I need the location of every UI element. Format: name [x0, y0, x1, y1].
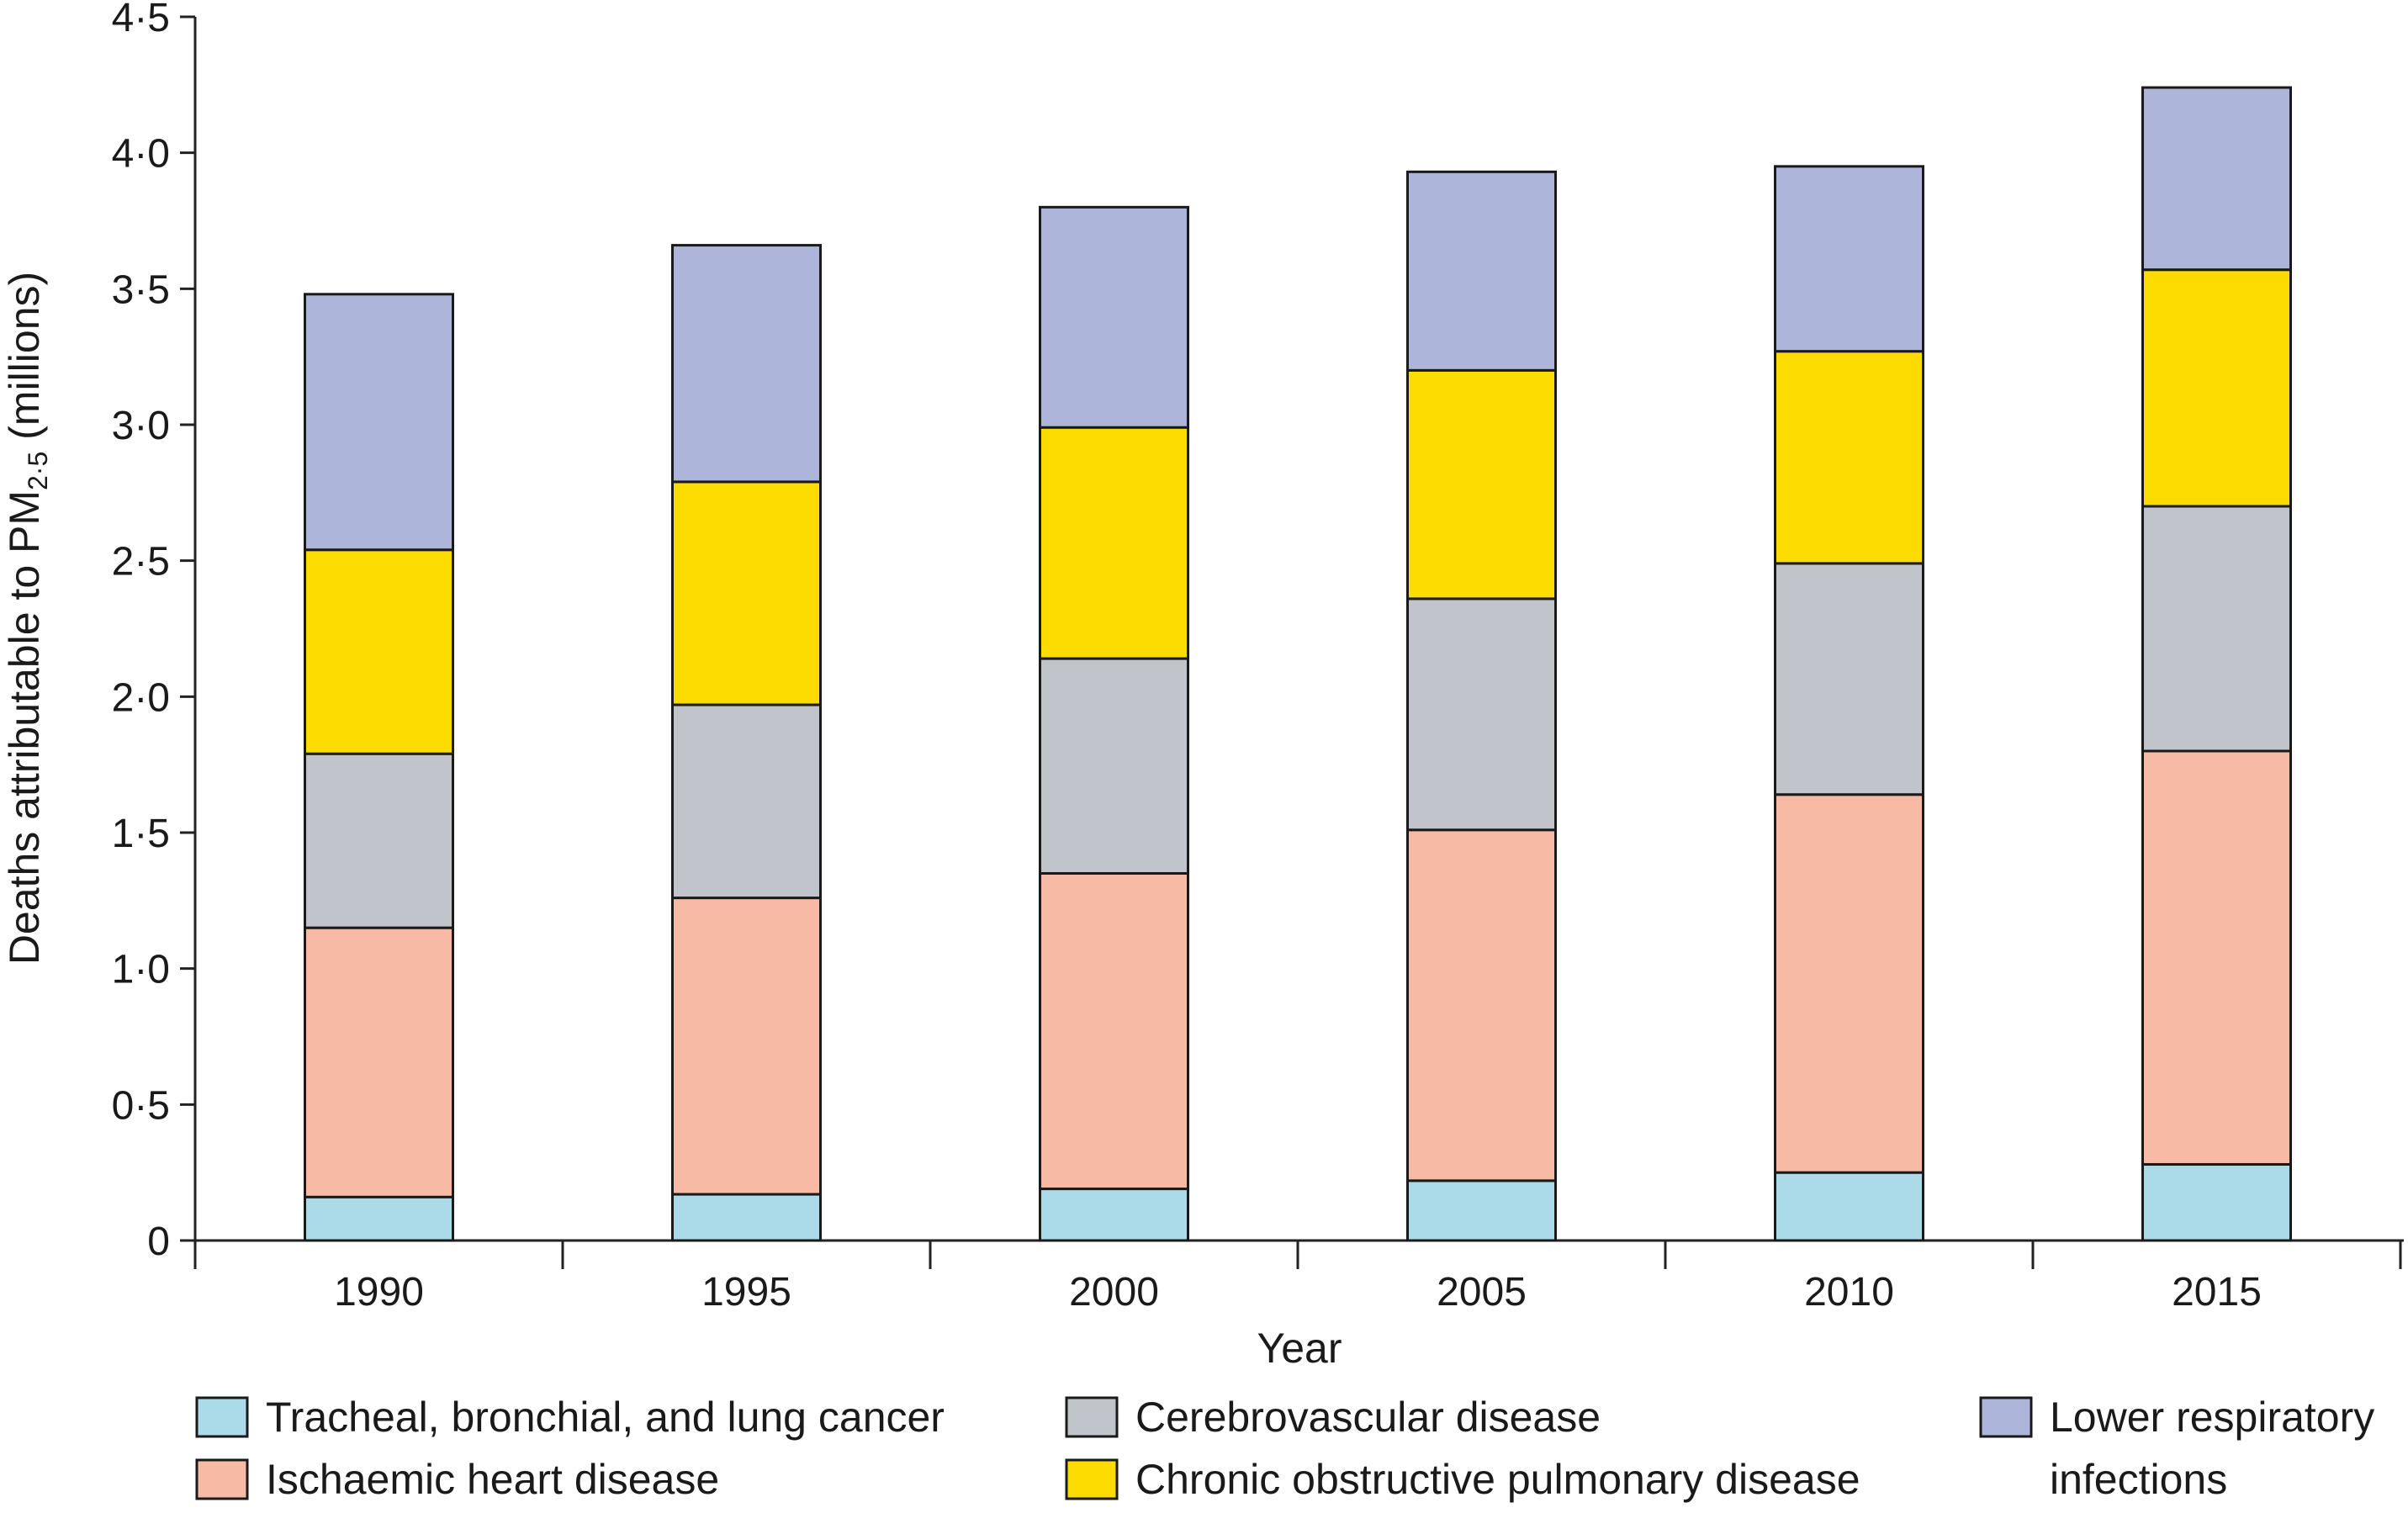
- y-axis-title: Deaths attributable to PM2·5 (millions): [1, 272, 53, 965]
- bar-segment: [671, 244, 822, 484]
- bar-segment: [1774, 562, 1924, 796]
- bar-segment: [1406, 597, 1557, 832]
- bar-segment: [1406, 170, 1557, 372]
- legend: Tracheal, bronchial, and lung cancer Isch…: [195, 1394, 2374, 1503]
- legend-swatch: [1065, 1396, 1119, 1438]
- y-tick-label: 2·0: [112, 675, 170, 720]
- bar-segment: [1774, 1171, 1924, 1242]
- y-tick-label: 0: [147, 1219, 170, 1264]
- bar-segment: [304, 926, 454, 1198]
- x-tick-label: 2015: [2172, 1270, 2262, 1315]
- bar-segment: [1039, 1188, 1189, 1242]
- legend-swatch: [195, 1396, 249, 1438]
- bar-segment: [671, 703, 822, 900]
- y-tick-label: 3·5: [112, 267, 170, 312]
- y-tick-label: 4·0: [112, 132, 170, 177]
- legend-label: Ischaemic heart disease: [266, 1456, 719, 1503]
- y-tick-label: 2·5: [112, 540, 170, 585]
- x-tick-label: 1995: [701, 1270, 791, 1315]
- x-tick-label: 2000: [1069, 1270, 1159, 1315]
- bar-segment: [2141, 86, 2292, 272]
- y-tick-label: 3·0: [112, 404, 170, 448]
- bar-segment: [1039, 872, 1189, 1191]
- bar-segment: [1406, 828, 1557, 1182]
- y-tick-label: 0·5: [112, 1083, 170, 1128]
- bars: [304, 86, 2292, 1242]
- x-tick-label: 2010: [1804, 1270, 1894, 1315]
- legend-swatch: [1065, 1458, 1119, 1500]
- x-tick-label: 1990: [334, 1270, 424, 1315]
- bar-segment: [671, 480, 822, 706]
- bar-segment: [1774, 350, 1924, 565]
- y-axis: 0 0·5 1·0 1·5 2·0 2·5 3·0 3·5 4·0 4·5: [112, 0, 197, 1264]
- bar-segment: [1774, 165, 1924, 353]
- x-tick-label: 2005: [1437, 1270, 1527, 1315]
- legend-label: infections: [2050, 1456, 2227, 1503]
- bar-segment: [304, 1195, 454, 1242]
- x-axis: 1990 1995 2000 2005 2010 2015: [193, 1239, 2404, 1315]
- bar-segment: [304, 752, 454, 929]
- bar-segment: [1774, 793, 1924, 1174]
- bar-segment: [671, 1193, 822, 1242]
- legend-label: Chronic obstructive pulmonary disease: [1135, 1456, 1860, 1503]
- y-tick-label: 1·0: [112, 948, 170, 992]
- bar-segment: [671, 897, 822, 1196]
- bar-segment: [2141, 268, 2292, 508]
- bar-segment: [2141, 505, 2292, 753]
- legend-swatch: [195, 1458, 249, 1500]
- legend-label: Lower respiratory: [2050, 1394, 2374, 1441]
- bar-segment: [2141, 749, 2292, 1166]
- legend-label: Tracheal, bronchial, and lung cancer: [266, 1394, 945, 1441]
- bar-segment: [1039, 657, 1189, 875]
- bar-segment: [304, 293, 454, 552]
- bar-segment: [2141, 1162, 2292, 1242]
- bar-segment: [1406, 368, 1557, 600]
- legend-label: Cerebrovascular disease: [1135, 1394, 1601, 1441]
- x-axis-title: Year: [1257, 1325, 1342, 1372]
- legend-swatch: [1979, 1396, 2033, 1438]
- bar-segment: [1039, 426, 1189, 660]
- y-tick-label: 4·5: [112, 0, 170, 40]
- y-tick-label: 1·5: [112, 812, 170, 856]
- bar-segment: [304, 548, 454, 755]
- bar-segment: [1039, 205, 1189, 429]
- bar-segment: [1406, 1179, 1557, 1242]
